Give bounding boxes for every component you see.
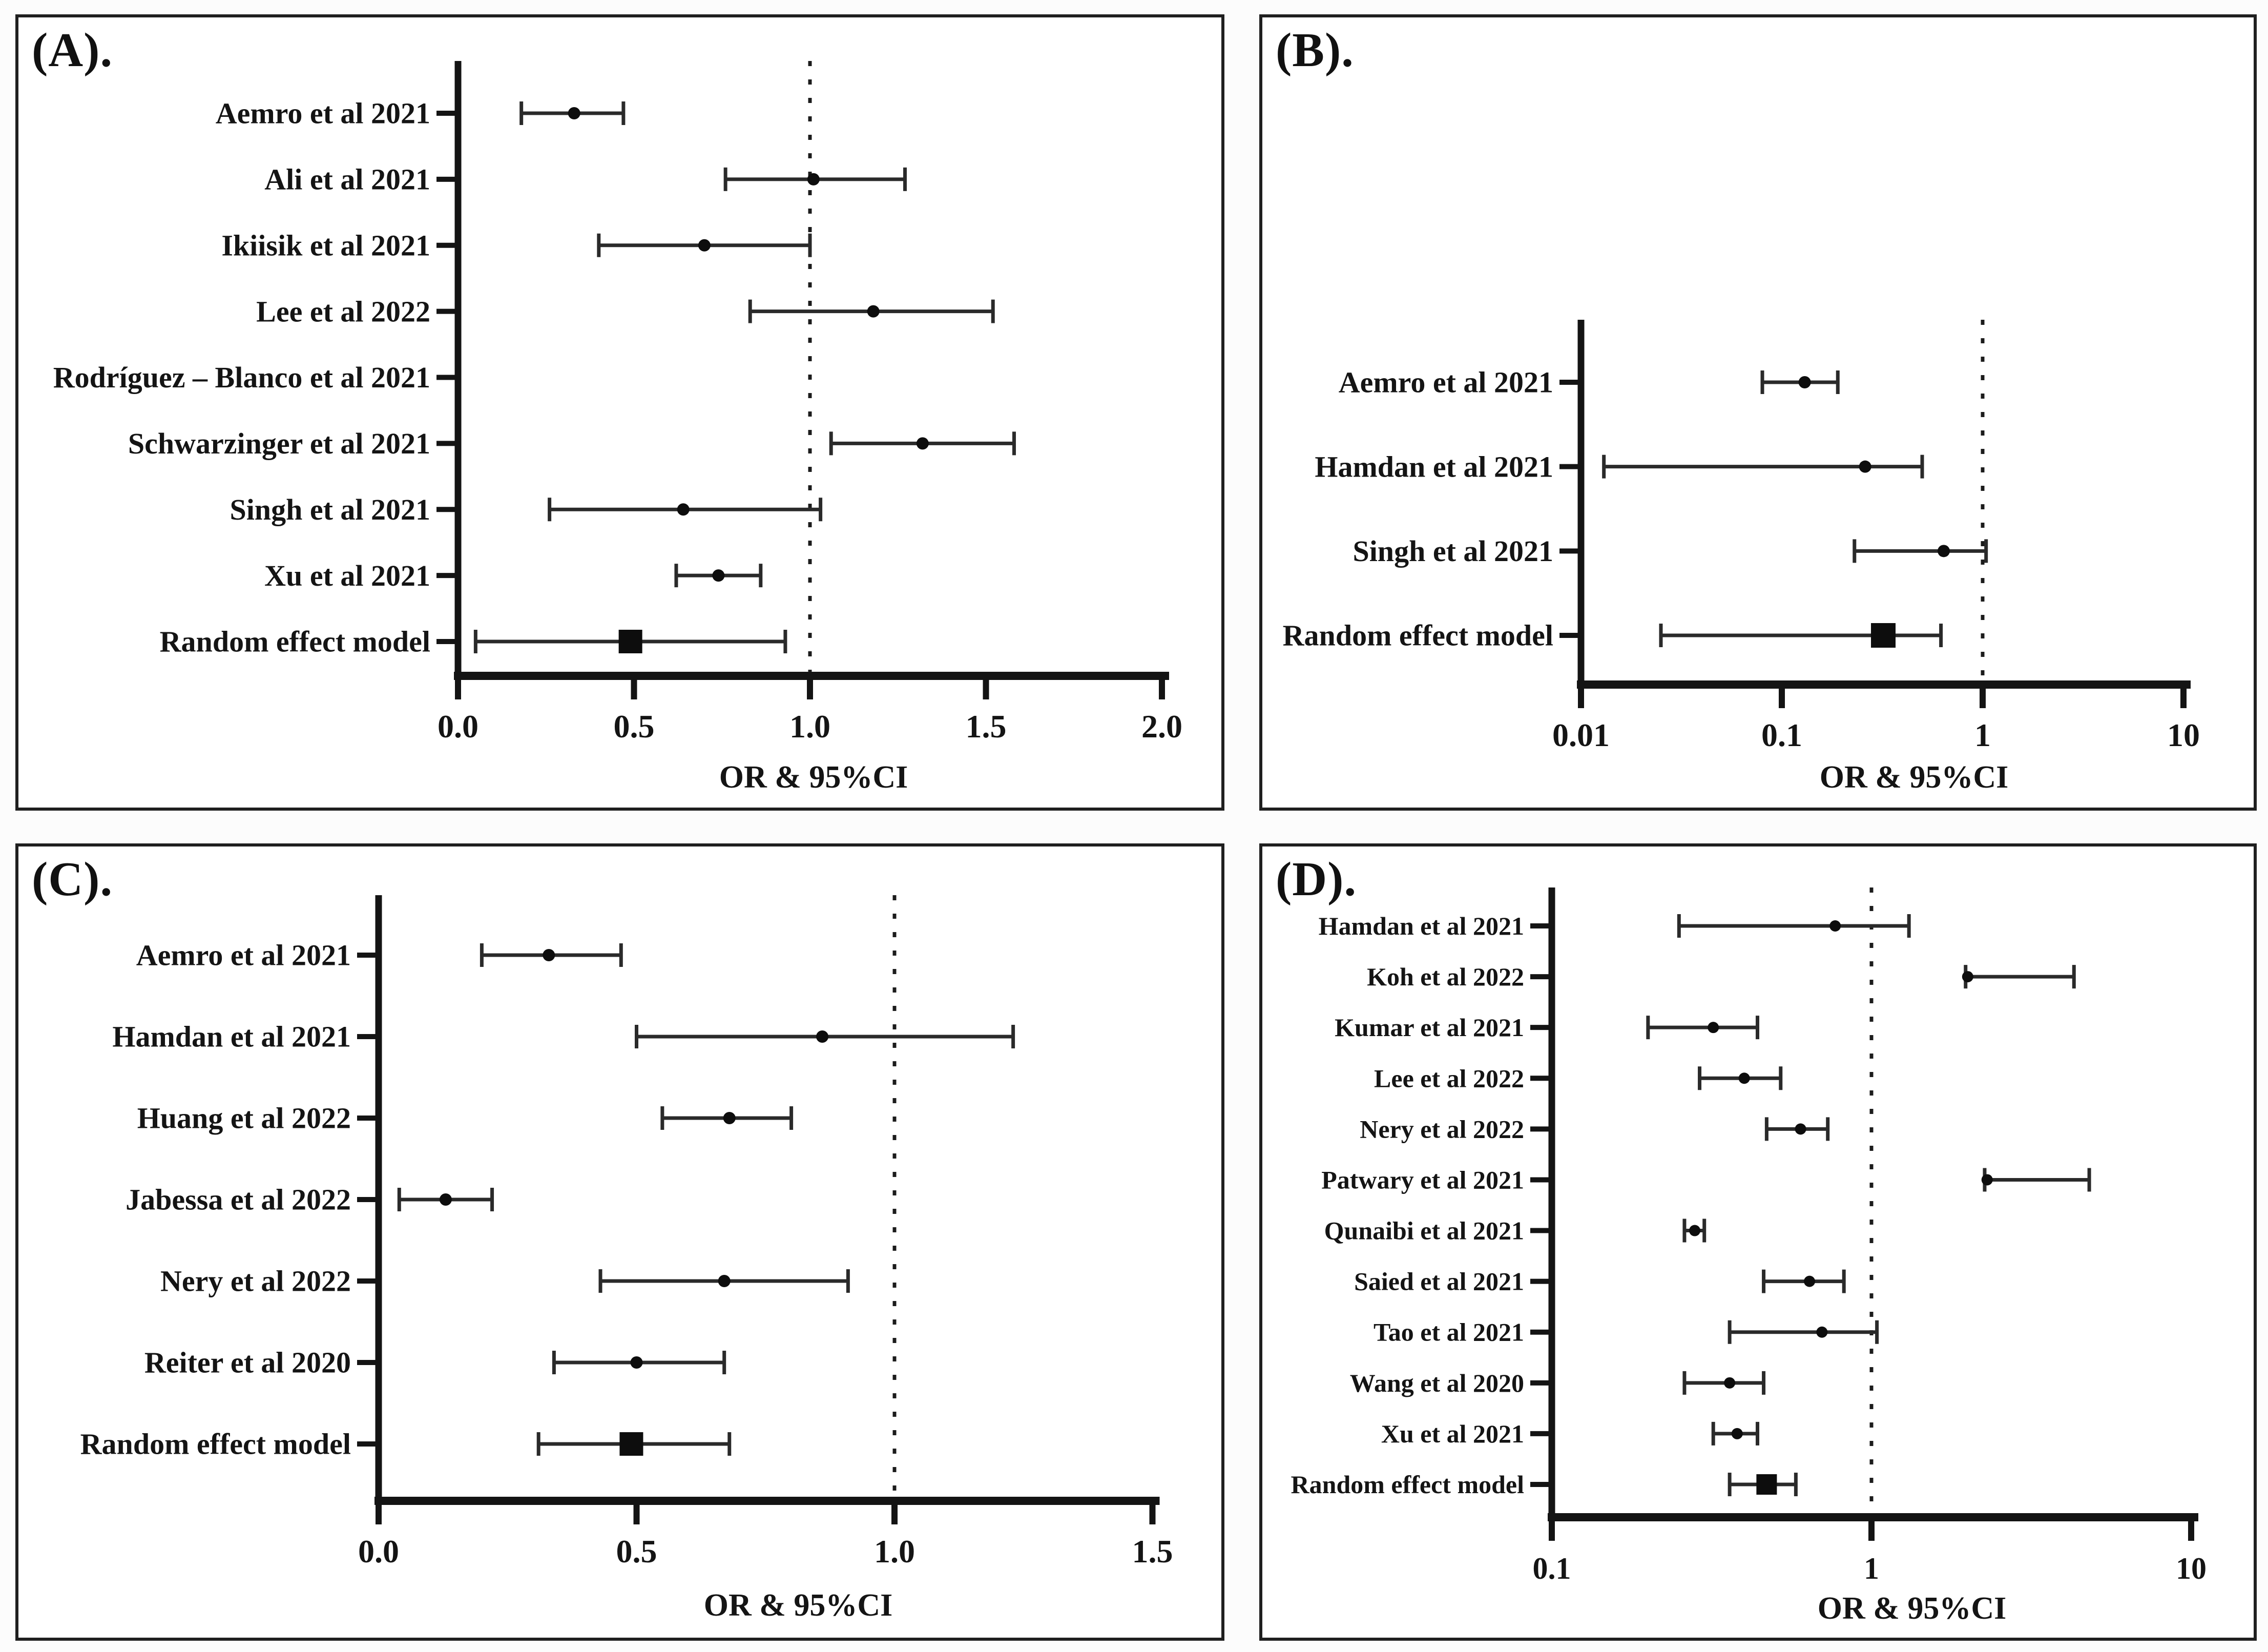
study-label: Xu et al 2021 xyxy=(1381,1419,1524,1448)
point-marker xyxy=(1795,1123,1806,1135)
summary-marker xyxy=(1756,1474,1777,1495)
x-axis-title-d: OR & 95%CI xyxy=(1817,1591,2007,1626)
x-tick-label: 1 xyxy=(1864,1552,1879,1585)
point-marker xyxy=(1689,1225,1701,1236)
study-label: Reiter et al 2020 xyxy=(144,1346,351,1379)
forest-plot-d: 0.1 1 10 Hamdan et al 2021 Koh et al 2022 Kum… xyxy=(1291,887,2207,1585)
x-tick-label: 10 xyxy=(2176,1552,2207,1585)
study-label: Koh et al 2022 xyxy=(1367,962,1524,991)
study-label: Singh et al 2021 xyxy=(1353,534,1553,568)
x-tick-label: 0.01 xyxy=(1552,717,1610,753)
study-label: Aemro et al 2021 xyxy=(136,939,351,972)
study-label: Wang et al 2020 xyxy=(1350,1369,1524,1397)
study-label: Hamdan et al 2021 xyxy=(1315,450,1553,483)
study-label: Patwary et al 2021 xyxy=(1321,1165,1524,1194)
study-label: Lee et al 2022 xyxy=(1374,1064,1524,1092)
point-marker xyxy=(1724,1377,1736,1389)
summary-marker xyxy=(1871,623,1896,648)
forest-plot-b: 0.01 0.1 1 10 Aemro et al 2021 Hamdan et al 2… xyxy=(1283,320,2200,753)
study-label: Hamdan et al 2021 xyxy=(112,1020,351,1054)
study-label: Aemro et al 2021 xyxy=(216,97,430,130)
study-label: Hamdan et al 2021 xyxy=(1319,912,1524,940)
x-tick-label: 1.0 xyxy=(874,1533,915,1570)
x-tick-label: 0.1 xyxy=(1533,1552,1571,1585)
x-tick-label: 10 xyxy=(2167,717,2200,753)
x-axis-title-c: OR & 95%CI xyxy=(703,1588,893,1623)
point-marker xyxy=(1708,1022,1719,1034)
point-marker xyxy=(439,1193,452,1206)
x-tick-label: 1.5 xyxy=(1132,1533,1173,1570)
point-marker xyxy=(1798,376,1811,388)
point-marker xyxy=(1859,460,1871,473)
x-tick-label: 1.5 xyxy=(966,708,1007,745)
point-marker xyxy=(568,107,580,119)
panel-c: 0.0 0.5 1.0 1.5 Aemro et al 2021 Hamdan et al… xyxy=(15,843,1224,1641)
point-marker xyxy=(807,173,820,185)
x-tick-label: 0.0 xyxy=(438,708,478,745)
point-marker xyxy=(712,569,725,582)
panel-letter-c: (C). xyxy=(32,853,113,906)
study-label: Nery et al 2022 xyxy=(1360,1114,1524,1143)
forest-plot-c: 0.0 0.5 1.0 1.5 Aemro et al 2021 Hamdan et al… xyxy=(80,895,1173,1570)
study-label: Nery et al 2022 xyxy=(160,1265,351,1298)
panel-letter-d: (D). xyxy=(1276,853,1357,906)
study-label: Ali et al 2021 xyxy=(264,163,430,196)
x-tick-label: 1 xyxy=(1974,717,1991,753)
forest-plot-a: 0.0 0.5 1.0 1.5 2.0 Aemro et al 2021 Ali et al… xyxy=(53,61,1182,745)
point-marker xyxy=(677,503,690,516)
x-tick-label: 0.5 xyxy=(616,1533,657,1570)
point-marker xyxy=(1962,971,1973,983)
panel-a: 0.0 0.5 1.0 1.5 2.0 Aemro et al 2021 Ali et al… xyxy=(15,14,1224,811)
x-tick-label: 0.1 xyxy=(1761,717,1802,753)
study-label: Random effect model xyxy=(1291,1470,1525,1499)
point-marker xyxy=(543,949,555,961)
study-label: Qunaibi et al 2021 xyxy=(1324,1216,1524,1245)
point-marker xyxy=(1738,1072,1750,1084)
x-tick-label: 0.5 xyxy=(614,708,655,745)
point-marker xyxy=(816,1030,829,1043)
study-label: Xu et al 2021 xyxy=(264,559,430,592)
study-label: Random effect model xyxy=(160,625,430,658)
panel-b: 0.01 0.1 1 10 Aemro et al 2021 Hamdan et al 2… xyxy=(1259,14,2257,811)
study-label: Ikiisik et al 2021 xyxy=(221,229,430,262)
summary-marker xyxy=(619,1432,643,1456)
study-label: Random effect model xyxy=(80,1428,351,1461)
point-marker xyxy=(718,1275,731,1287)
study-label: Schwarzinger et al 2021 xyxy=(128,427,430,460)
summary-marker xyxy=(618,630,642,653)
x-tick-label: 1.0 xyxy=(789,708,830,745)
point-marker xyxy=(1816,1326,1828,1338)
panel-letter-b: (B). xyxy=(1276,24,1354,77)
point-marker xyxy=(698,239,711,252)
point-marker xyxy=(630,1356,643,1369)
x-tick-label: 2.0 xyxy=(1141,708,1182,745)
study-label: Jabessa et al 2022 xyxy=(126,1183,351,1216)
x-axis-title-b: OR & 95%CI xyxy=(1819,760,2009,795)
point-marker xyxy=(1804,1275,1816,1287)
point-marker xyxy=(867,305,880,318)
study-label: Aemro et al 2021 xyxy=(1339,366,1553,399)
x-tick-label: 0.0 xyxy=(358,1533,399,1570)
study-label: Saied et al 2021 xyxy=(1354,1267,1524,1296)
study-label: Lee et al 2022 xyxy=(256,295,430,328)
point-marker xyxy=(1938,545,1950,557)
panel-d: 0.1 1 10 Hamdan et al 2021 Koh et al 2022 Kum… xyxy=(1259,843,2257,1641)
study-label: Kumar et al 2021 xyxy=(1335,1013,1524,1042)
x-axis-title-a: OR & 95%CI xyxy=(719,760,908,795)
study-label: Tao et al 2021 xyxy=(1374,1318,1524,1347)
study-label: Random effect model xyxy=(1283,619,1553,652)
point-marker xyxy=(723,1112,736,1124)
point-marker xyxy=(916,437,929,450)
point-marker xyxy=(1981,1174,1993,1186)
point-marker xyxy=(1731,1428,1743,1439)
point-marker xyxy=(1829,920,1841,932)
study-label: Huang et al 2022 xyxy=(137,1102,351,1135)
study-label: Singh et al 2021 xyxy=(230,493,430,526)
study-label: Rodríguez – Blanco et al 2021 xyxy=(53,361,430,394)
panel-letter-a: (A). xyxy=(32,24,113,77)
